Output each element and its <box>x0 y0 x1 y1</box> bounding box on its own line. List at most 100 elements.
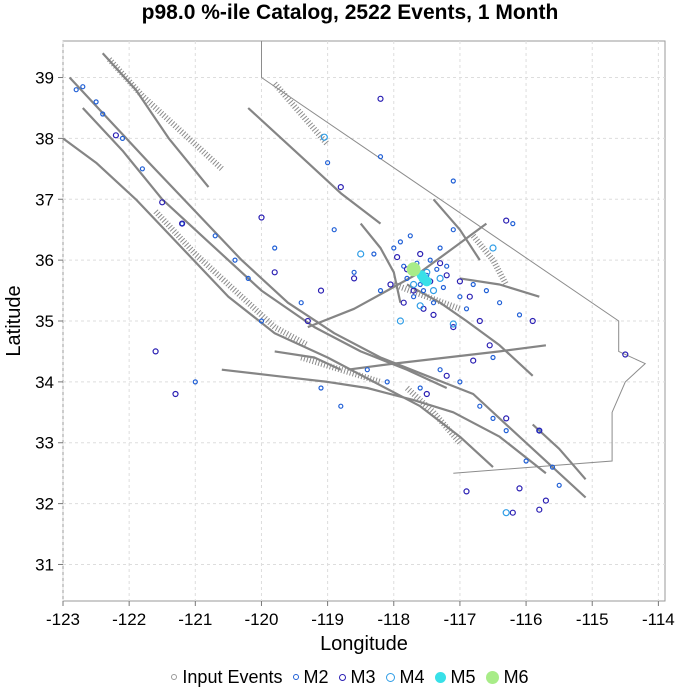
event-point-m2 <box>444 263 450 269</box>
event-point-m3 <box>437 260 444 267</box>
event-point-m3 <box>542 497 550 504</box>
x-tick-label: -120 <box>244 610 278 629</box>
event-point-m3 <box>443 272 450 279</box>
event-point-m2 <box>417 385 423 391</box>
legend-item: Input Events <box>171 667 283 688</box>
event-point-m2 <box>351 269 357 275</box>
fault-line <box>62 137 494 468</box>
x-tick-label: -118 <box>377 610 410 629</box>
event-point-m3 <box>387 281 394 288</box>
event-point-m2 <box>556 482 562 488</box>
event-point-m3 <box>417 250 424 258</box>
fault-line <box>247 107 382 225</box>
event-point-m2 <box>470 281 476 288</box>
event-point-m2 <box>549 464 556 470</box>
event-point-m4 <box>502 509 510 517</box>
event-point-m2 <box>430 300 437 306</box>
event-point-m5 <box>421 276 432 287</box>
event-point-m3 <box>509 509 516 516</box>
event-point-m2 <box>516 312 523 318</box>
event-point-m2 <box>427 257 433 263</box>
fault-line <box>307 222 488 329</box>
legend-label: M6 <box>503 666 529 687</box>
event-point-m2 <box>411 294 417 300</box>
event-point-m2 <box>93 99 99 105</box>
fault-line <box>459 277 540 298</box>
event-point-m3 <box>410 287 417 294</box>
map-plot: -123 -122 -121 -120 -119 -118 -117 -116 -115 -114… <box>3 40 675 655</box>
event-point-m2 <box>490 415 496 421</box>
fault-line <box>274 350 342 371</box>
event-point-m2 <box>364 367 370 373</box>
event-point-m3 <box>443 372 450 379</box>
event-point-m3 <box>179 220 186 227</box>
legend-label: M5 <box>450 666 476 687</box>
event-point-m2 <box>404 275 410 281</box>
event-point-m2 <box>437 245 443 251</box>
legend-marker-icon <box>292 674 299 680</box>
legend-label: M4 <box>399 666 425 687</box>
event-point-m2 <box>139 166 145 172</box>
event-point-m2 <box>457 379 463 385</box>
legend-label: M2 <box>303 666 329 687</box>
event-point-m2 <box>298 300 304 306</box>
event-point-m4 <box>416 302 424 310</box>
event-point-m3 <box>172 390 179 398</box>
event-point-m3 <box>536 427 543 434</box>
event-point-m2 <box>417 281 423 288</box>
fault-line <box>68 76 587 499</box>
event-point-m2 <box>325 160 331 166</box>
event-point-m3 <box>476 317 483 325</box>
x-tick-label: -117 <box>444 610 477 629</box>
event-point-m3 <box>486 342 493 349</box>
event-point-m3 <box>112 132 120 139</box>
event-point-m2 <box>272 245 278 251</box>
y-tick-label: 37 <box>35 190 54 209</box>
x-tick-label: -115 <box>576 610 609 629</box>
x-tick-label: -119 <box>311 610 344 629</box>
event-point-m2 <box>437 367 443 373</box>
legend-marker-icon <box>171 674 178 680</box>
x-tick-label: -122 <box>112 610 146 629</box>
event-point-m4 <box>357 250 365 258</box>
event-point-m4 <box>436 274 444 282</box>
event-point-m4 <box>429 287 438 295</box>
event-point-m4 <box>320 133 328 141</box>
legend-marker-icon <box>338 673 346 681</box>
event-point-m2 <box>483 288 489 294</box>
event-point-m4 <box>410 280 418 289</box>
event-point-m3 <box>430 311 437 318</box>
y-tick-label: 31 <box>35 555 54 574</box>
event-points <box>73 84 629 517</box>
event-point-m6 <box>406 262 421 277</box>
event-point-m2 <box>232 257 238 263</box>
event-point-m2 <box>245 275 251 281</box>
event-point-m2 <box>434 266 440 272</box>
legend: Input Events M2 M3 M4 M5 M6 <box>0 664 700 690</box>
y-tick-label: 35 <box>35 312 54 331</box>
event-point-m3 <box>450 324 457 331</box>
event-point-m2 <box>497 300 503 306</box>
x-axis-label: Longitude <box>320 633 408 655</box>
event-point-m3 <box>503 217 510 224</box>
event-point-m4 <box>396 317 404 325</box>
x-tick-label: -123 <box>46 610 80 629</box>
event-point-m3 <box>394 254 401 261</box>
event-point-m3 <box>159 199 166 206</box>
legend-marker-icon <box>485 670 499 684</box>
event-point-m3 <box>503 415 510 422</box>
fault-line <box>432 198 481 261</box>
x-tick-label: -116 <box>510 610 543 629</box>
event-point-m3 <box>317 287 325 294</box>
event-point-m2 <box>192 379 198 385</box>
event-point-m3 <box>516 485 523 492</box>
legend-item: M5 <box>434 666 476 688</box>
event-point-m2 <box>73 87 79 93</box>
event-point-m2 <box>371 251 377 257</box>
y-tick-label: 34 <box>35 373 54 392</box>
legend-item: M4 <box>385 666 425 688</box>
event-point-m2 <box>407 233 413 239</box>
event-point-m2 <box>477 403 483 409</box>
event-point-m2 <box>318 385 324 391</box>
y-tick-label: 38 <box>35 129 54 148</box>
